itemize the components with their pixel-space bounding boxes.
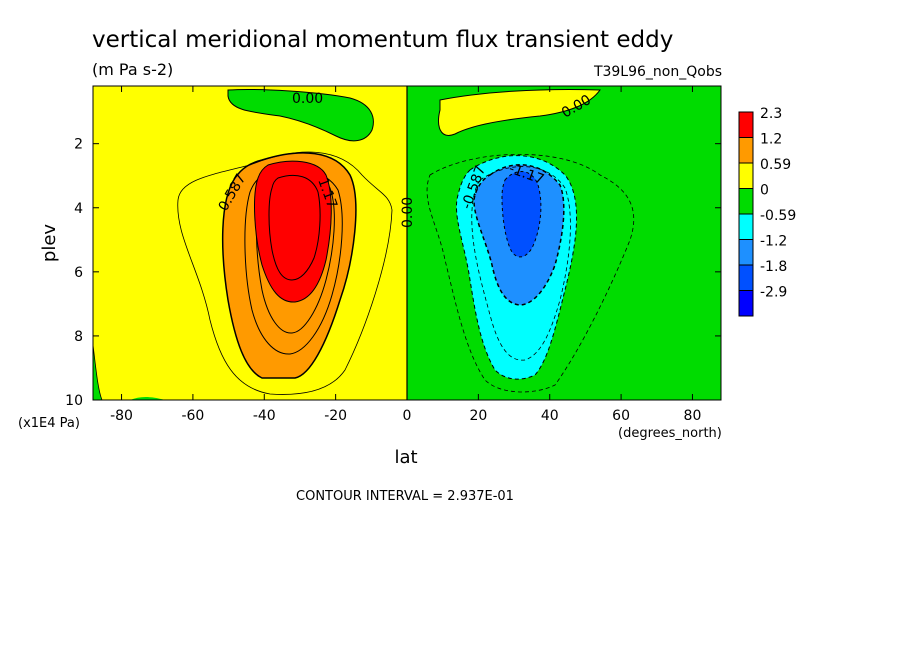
y-tick-label-1: 4 [74, 201, 83, 217]
sh-top-negative-blob [227, 88, 374, 142]
x-tick-label-0: -80 [110, 408, 133, 424]
x-tick-label-6: 40 [541, 408, 559, 424]
nh-darkblue-core [501, 171, 542, 258]
y-tick-label-3: 8 [74, 329, 83, 345]
colorbar-swatch-6 [738, 264, 754, 291]
y-axis-units: (x1E4 Pa) [18, 416, 80, 431]
y-tick-label-2: 6 [74, 265, 83, 281]
colorbar-swatch-7 [738, 290, 754, 317]
colorbar-swatch-4 [738, 213, 754, 240]
colorbar-swatch-3 [738, 188, 754, 215]
colorbar-swatch-5 [738, 239, 754, 266]
nh-outer-contour [426, 153, 634, 393]
colorbar-label-3: 0 [760, 183, 769, 199]
x-tick-label-8: 80 [684, 408, 702, 424]
contour-interval-note: CONTOUR INTERVAL = 2.937E-01 [296, 489, 514, 504]
colorbar-label-2: 0.59 [760, 157, 791, 173]
nh-top-positive-blob [438, 88, 601, 136]
run-label: T39L96_non_Qobs [593, 64, 722, 80]
x-tick-label-1: -60 [181, 408, 204, 424]
colorbar-label-6: -1.8 [760, 259, 787, 275]
nh-contour-1 [471, 166, 571, 361]
colorbar-swatch-0 [738, 111, 754, 138]
colorbar-swatch-1 [738, 137, 754, 164]
sh-contour-1 [244, 169, 343, 355]
y-axis: 2 4 6 8 10 [65, 137, 721, 409]
x-tick-label-4: 0 [403, 408, 412, 424]
colorbar-label-7: -2.9 [760, 285, 787, 301]
sw-corner-patch [93, 344, 103, 400]
x-tick-label-7: 60 [612, 408, 630, 424]
y-axis-label: plev [39, 224, 60, 263]
bottom-edge-patch [130, 397, 165, 400]
chart-title: vertical meridional momentum flux transi… [92, 27, 673, 53]
colorbar-label-4: -0.59 [760, 208, 796, 224]
contour-label-top-left: 0.00 [292, 91, 323, 107]
x-axis-label: lat [394, 447, 417, 468]
sh-red-core [254, 160, 332, 303]
chart-subtitle: (m Pa s-2) [92, 60, 173, 79]
contour-label-zero-line: 0.00 [400, 197, 416, 228]
plot-area [93, 86, 721, 400]
colorbar: 2.3 1.2 0.59 0 -0.59 -1.2 -1.8 -2.9 [738, 106, 796, 317]
sh-outer-contour [177, 151, 393, 395]
colorbar-label-1: 1.2 [760, 132, 782, 148]
x-tick-label-5: 20 [469, 408, 487, 424]
x-axis-units: (degrees_north) [618, 426, 722, 441]
colorbar-label-0: 2.3 [760, 106, 782, 122]
x-axis: -80 -60 -40 -20 0 20 40 60 80 [110, 86, 701, 424]
y-tick-label-0: 2 [74, 137, 83, 153]
colorbar-swatch-2 [738, 162, 754, 189]
x-tick-label-2: -40 [253, 408, 276, 424]
x-tick-label-3: -20 [324, 408, 347, 424]
colorbar-label-5: -1.2 [760, 234, 787, 250]
y-tick-label-4: 10 [65, 393, 83, 409]
sh-red-contour [268, 174, 321, 281]
